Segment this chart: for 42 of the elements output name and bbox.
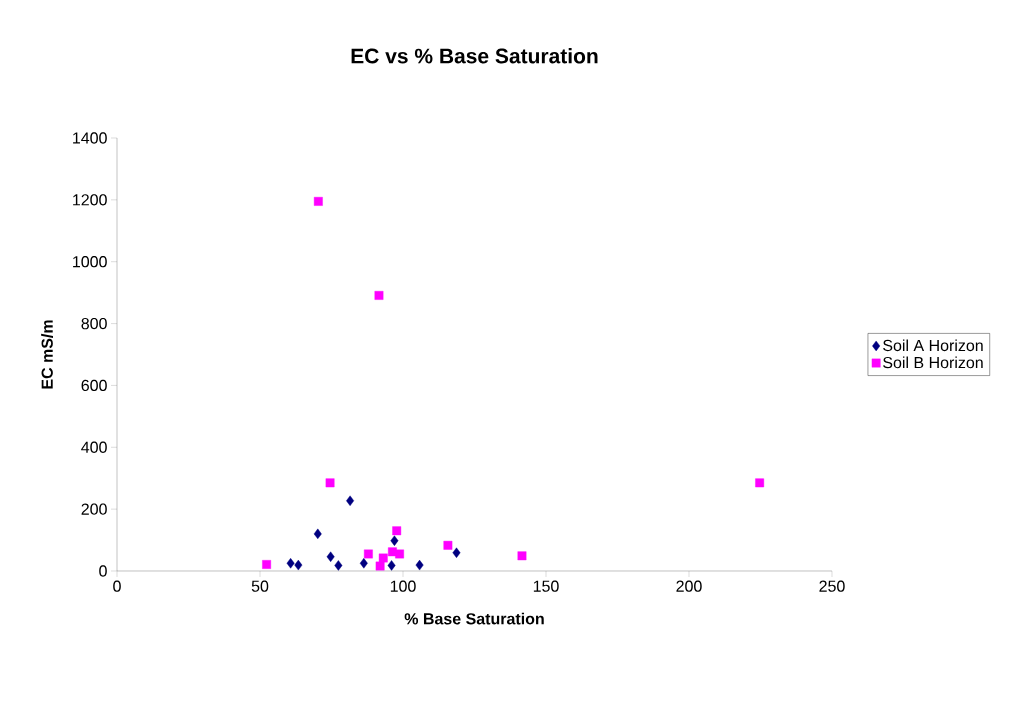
legend-label: Soil A Horizon [883,339,983,352]
x-tick-label: 100 [390,580,416,592]
y-tick-label: 0 [99,565,107,577]
point [392,526,402,536]
point [395,549,404,559]
y-axis-title: EC mS/m [41,320,54,389]
point [375,561,385,571]
point [313,528,322,540]
point [452,547,461,558]
y-tick-label: 1400 [73,132,107,144]
point [262,560,271,569]
x-tick-label: 0 [113,580,121,592]
y-tick-label: 800 [81,317,107,330]
chart-title: EC vs % Base Saturation [351,48,598,64]
x-tick-label: 50 [251,580,269,592]
legend-label: Soil B Horizon [883,356,983,369]
point [326,551,335,562]
y-tick-label: 600 [81,379,107,392]
point [313,197,323,206]
point [390,535,399,546]
x-tick-label: 250 [819,580,845,592]
x-tick-label: 200 [676,580,702,592]
y-tick-label: 200 [81,503,107,515]
point [755,478,765,488]
y-tick-label: 400 [81,441,107,453]
point [325,478,335,488]
x-axis-title: % Base Saturation [404,612,544,625]
point [443,540,453,550]
point [378,553,388,563]
x-tick-label: 150 [533,580,559,592]
point [359,558,368,569]
y-tick-label: 1200 [73,194,107,206]
point [374,291,384,300]
point [346,495,355,506]
point [286,558,295,569]
point [517,551,527,561]
point [364,549,373,559]
y-tick-label: 1000 [73,256,107,268]
point [334,560,343,571]
point [387,560,396,571]
point [294,559,303,571]
point [415,559,424,571]
